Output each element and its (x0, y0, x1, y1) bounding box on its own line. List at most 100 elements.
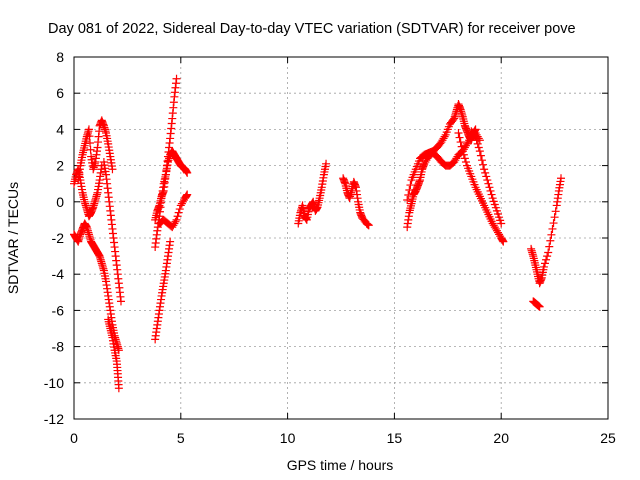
data-point-interp (417, 167, 426, 176)
data-point-interp (99, 264, 108, 273)
data-point-interp (459, 150, 468, 159)
data-point-interp (543, 252, 552, 261)
x-tick-label: 20 (493, 430, 509, 446)
data-point-interp (80, 195, 89, 204)
data-point-interp (483, 176, 492, 185)
data-point-interp (539, 265, 548, 274)
y-tick-label: 0 (56, 194, 64, 210)
x-tick-label: 10 (280, 430, 296, 446)
data-point-interp (152, 209, 161, 218)
y-tick-label: -6 (52, 302, 65, 318)
data-point-interp (470, 180, 479, 189)
data-point-interp (483, 208, 492, 217)
data-point-interp (491, 203, 500, 212)
data-point-interp (85, 132, 94, 141)
y-tick-label: -4 (52, 266, 65, 282)
data-point-interp (295, 211, 304, 220)
data-point-interp (461, 157, 470, 166)
data-point-interp (406, 201, 415, 210)
tick-labels: 0 5 10 15 20 25 -12 -10 -8 -6 -4 -2 0 2 4 6 8 (44, 49, 616, 446)
data-point-interp (342, 186, 351, 195)
data-point-interp (495, 230, 504, 239)
data-point-interp (101, 127, 110, 136)
data-point-interp (317, 186, 326, 195)
x-tick-label: 25 (600, 430, 616, 446)
data-point-interp (110, 238, 119, 247)
series-arc-A-fall (99, 157, 125, 306)
series-arc-E-fall (454, 129, 508, 246)
data-point-interp (154, 310, 163, 319)
y-axis-label: SDTVAR / TECUs (5, 182, 21, 294)
x-axis-label: GPS time / hours (287, 457, 394, 473)
series-arc-A-top (74, 116, 117, 185)
data-point-interp (351, 181, 360, 190)
data-point-interp (551, 207, 560, 216)
x-tick-label: 0 (70, 430, 78, 446)
data-point-interp (182, 167, 191, 176)
data-point-interp (163, 161, 172, 170)
data-point-interp (477, 156, 486, 165)
data-point-interp (415, 177, 424, 186)
data-point-interp (347, 188, 356, 197)
data-point-interp (173, 212, 182, 221)
data-point-interp (107, 331, 116, 340)
series-arc-E-b (467, 127, 506, 228)
data-point-interp (487, 217, 496, 226)
data-point-interp (112, 256, 121, 265)
data-point-interp (174, 208, 183, 217)
data-point-interp (159, 188, 168, 197)
data-point-interp (487, 190, 496, 199)
data-point-interp (340, 178, 349, 187)
data-point-interp (116, 292, 125, 301)
data-point-interp (404, 212, 413, 221)
data-point-interp (476, 151, 485, 160)
data-point-interp (321, 162, 330, 171)
y-tick-label: -2 (52, 230, 65, 246)
y-tick-label: -10 (44, 375, 64, 391)
series-arc-F-low (529, 297, 544, 311)
data-point-interp (182, 191, 191, 200)
data-point-interp (114, 274, 123, 283)
data-point-interp (545, 242, 554, 251)
data-point-interp (404, 191, 413, 200)
series-arc-F (527, 174, 566, 288)
data-point-interp (97, 257, 106, 266)
data-point-interp (448, 117, 457, 126)
series-arc-B-low (151, 237, 175, 344)
data-point-interp (535, 302, 544, 311)
data-point-interp (113, 366, 122, 375)
data-point-interp (444, 122, 453, 131)
data-point-interp (460, 119, 469, 128)
data-point-interp (355, 205, 364, 214)
data-point-interp (482, 172, 491, 181)
data-point-interp (84, 127, 93, 136)
data-point-interp (458, 110, 467, 119)
data-point-interp (457, 142, 466, 151)
data-point (548, 224, 557, 233)
data-point-interp (103, 137, 112, 146)
data-point-interp (101, 167, 110, 176)
series-arc-A-low (70, 219, 123, 355)
data-point (544, 248, 553, 257)
data-point-interp (107, 220, 116, 229)
data-point-interp (498, 236, 507, 245)
data-point-interp (95, 179, 104, 188)
data-point-interp (78, 185, 87, 194)
data-point-interp (549, 219, 558, 228)
data-point-interp (84, 228, 93, 237)
series-arc-A-tail (104, 315, 123, 393)
chart-title: Day 081 of 2022, Sidereal Day-to-day VTE… (48, 21, 576, 37)
data-point-interp (112, 354, 121, 363)
data-point-interp (481, 168, 490, 177)
data-point-interp (105, 149, 114, 158)
data-point-interp (456, 138, 465, 147)
data-point-interp (178, 197, 187, 206)
data-point (454, 129, 463, 138)
data-point-interp (105, 302, 114, 311)
data-point-interp (161, 174, 170, 183)
data-point-interp (103, 184, 112, 193)
data-point-interp (315, 196, 324, 205)
data-point (475, 147, 484, 156)
data-point-interp (364, 220, 373, 229)
y-tick-label: 2 (56, 158, 64, 174)
